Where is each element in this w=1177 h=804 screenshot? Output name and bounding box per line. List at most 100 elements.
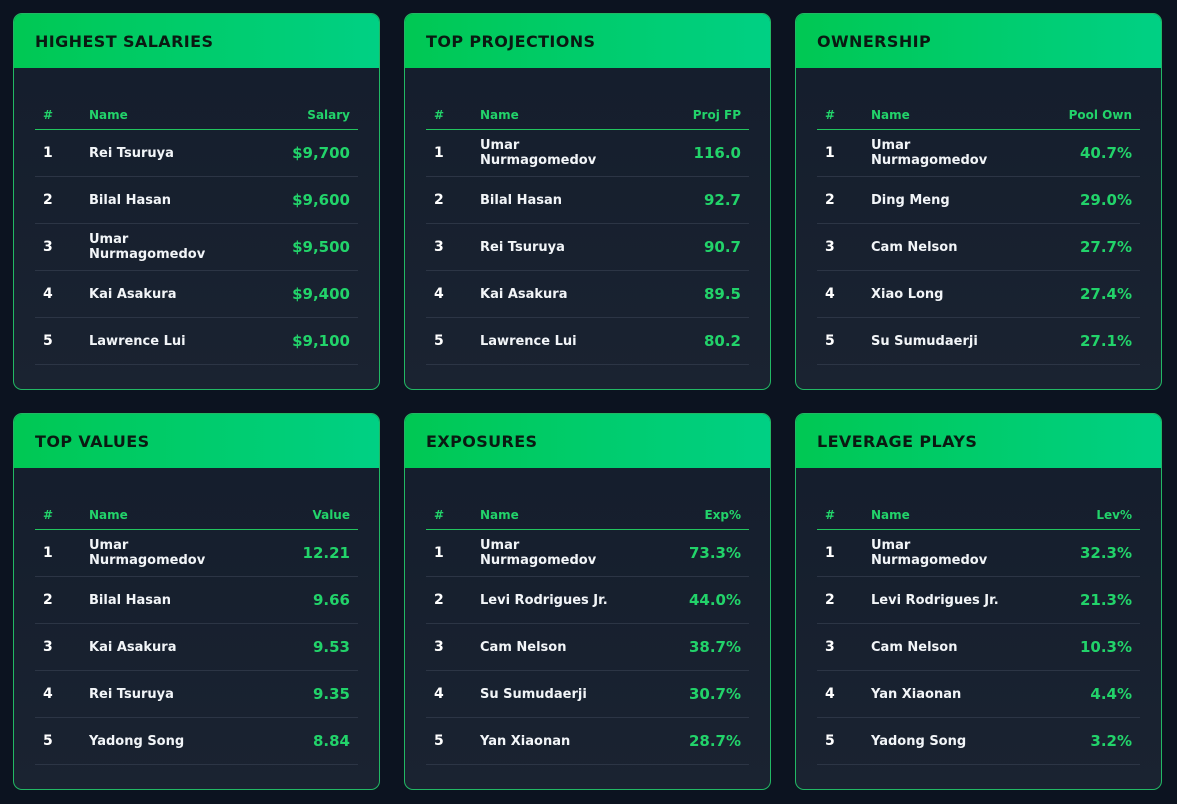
column-header-value: Salary bbox=[307, 108, 350, 122]
column-header-rank: # bbox=[434, 108, 445, 122]
row-value: 80.2 bbox=[703, 332, 741, 350]
column-header-value: Exp% bbox=[704, 508, 741, 522]
row-value: 28.7% bbox=[688, 732, 741, 750]
row-name: Su Sumudaerji bbox=[480, 686, 587, 702]
column-header-rank: # bbox=[43, 508, 54, 522]
panel-highest-salaries: HIGHEST SALARIES # Name Salary 1 Rei Tsu… bbox=[13, 13, 380, 390]
panel-title: TOP VALUES bbox=[35, 431, 150, 451]
table-row: 1 Umar Nurmagomedov 116.0 bbox=[426, 130, 749, 177]
panel-header: HIGHEST SALARIES bbox=[14, 14, 379, 68]
table-header: # Name Exp% bbox=[426, 501, 749, 530]
row-name: Kai Asakura bbox=[480, 286, 568, 302]
row-name: Xiao Long bbox=[871, 286, 944, 302]
row-name: Yan Xiaonan bbox=[480, 733, 571, 749]
row-rank: 1 bbox=[434, 145, 444, 161]
column-header-rank: # bbox=[43, 108, 54, 122]
panel-ownership: OWNERSHIP # Name Pool Own 1 Umar Nurmago… bbox=[795, 13, 1162, 390]
row-name: Rei Tsuruya bbox=[480, 239, 565, 255]
row-value: 38.7% bbox=[688, 638, 741, 656]
table-row: 1 Umar Nurmagomedov 12.21 bbox=[35, 530, 358, 577]
row-rank: 1 bbox=[434, 545, 444, 561]
table-row: 4 Rei Tsuruya 9.35 bbox=[35, 671, 358, 718]
row-value: 73.3% bbox=[688, 544, 741, 562]
table-header: # Name Lev% bbox=[817, 501, 1140, 530]
row-value: 9.35 bbox=[312, 685, 350, 703]
row-value: 9.66 bbox=[312, 591, 350, 609]
column-header-name: Name bbox=[89, 108, 128, 122]
table-row: 5 Lawrence Lui $9,100 bbox=[35, 318, 358, 365]
row-value: 27.7% bbox=[1079, 238, 1132, 256]
table-row: 3 Cam Nelson 10.3% bbox=[817, 624, 1140, 671]
row-value: 32.3% bbox=[1079, 544, 1132, 562]
table-row: 1 Umar Nurmagomedov 73.3% bbox=[426, 530, 749, 577]
table-row: 2 Bilal Hasan 92.7 bbox=[426, 177, 749, 224]
column-header-name: Name bbox=[871, 508, 910, 522]
table-row: 1 Umar Nurmagomedov 32.3% bbox=[817, 530, 1140, 577]
row-rank: 1 bbox=[825, 545, 835, 561]
row-rank: 5 bbox=[43, 733, 53, 749]
table-row: 5 Yadong Song 8.84 bbox=[35, 718, 358, 765]
data-table: # Name Pool Own 1 Umar Nurmagomedov 40.7… bbox=[817, 101, 1140, 365]
row-name: Umar Nurmagomedov bbox=[89, 538, 206, 568]
row-value: 30.7% bbox=[688, 685, 741, 703]
row-rank: 2 bbox=[43, 592, 53, 608]
row-name: Yadong Song bbox=[871, 733, 967, 749]
table-row: 2 Levi Rodrigues Jr. 21.3% bbox=[817, 577, 1140, 624]
column-header-name: Name bbox=[89, 508, 128, 522]
column-header-name: Name bbox=[480, 108, 519, 122]
row-name: Lawrence Lui bbox=[480, 333, 577, 349]
row-value: 8.84 bbox=[312, 732, 350, 750]
data-table: # Name Proj FP 1 Umar Nurmagomedov 116.0… bbox=[426, 101, 749, 365]
panel-title: HIGHEST SALARIES bbox=[35, 31, 214, 51]
row-rank: 3 bbox=[434, 239, 444, 255]
row-name: Su Sumudaerji bbox=[871, 333, 978, 349]
table-row: 3 Umar Nurmagomedov $9,500 bbox=[35, 224, 358, 271]
row-name: Cam Nelson bbox=[480, 639, 567, 655]
row-name: Cam Nelson bbox=[871, 639, 958, 655]
table-row: 3 Cam Nelson 27.7% bbox=[817, 224, 1140, 271]
data-table: # Name Exp% 1 Umar Nurmagomedov 73.3% 2 … bbox=[426, 501, 749, 765]
panel-header: TOP PROJECTIONS bbox=[405, 14, 770, 68]
row-name: Bilal Hasan bbox=[480, 192, 562, 208]
table-row: 3 Cam Nelson 38.7% bbox=[426, 624, 749, 671]
panel-leverage-plays: LEVERAGE PLAYS # Name Lev% 1 Umar Nurmag… bbox=[795, 413, 1162, 790]
row-rank: 5 bbox=[825, 733, 835, 749]
table-row: 5 Lawrence Lui 80.2 bbox=[426, 318, 749, 365]
row-value: 27.4% bbox=[1079, 285, 1132, 303]
row-rank: 1 bbox=[43, 545, 53, 561]
row-value: $9,400 bbox=[292, 285, 350, 303]
row-rank: 2 bbox=[434, 192, 444, 208]
row-rank: 4 bbox=[434, 686, 444, 702]
row-rank: 4 bbox=[825, 286, 835, 302]
row-name: Levi Rodrigues Jr. bbox=[871, 592, 999, 608]
row-value: 40.7% bbox=[1079, 144, 1132, 162]
table-row: 5 Su Sumudaerji 27.1% bbox=[817, 318, 1140, 365]
table-row: 4 Yan Xiaonan 4.4% bbox=[817, 671, 1140, 718]
table-row: 2 Ding Meng 29.0% bbox=[817, 177, 1140, 224]
column-header-name: Name bbox=[871, 108, 910, 122]
row-rank: 2 bbox=[434, 592, 444, 608]
row-rank: 4 bbox=[825, 686, 835, 702]
row-rank: 4 bbox=[43, 286, 53, 302]
row-name: Umar Nurmagomedov bbox=[89, 232, 206, 262]
table-row: 2 Bilal Hasan 9.66 bbox=[35, 577, 358, 624]
data-table: # Name Value 1 Umar Nurmagomedov 12.21 2… bbox=[35, 501, 358, 765]
row-value: 44.0% bbox=[688, 591, 741, 609]
table-row: 4 Su Sumudaerji 30.7% bbox=[426, 671, 749, 718]
column-header-name: Name bbox=[480, 508, 519, 522]
row-name: Ding Meng bbox=[871, 192, 950, 208]
row-name: Bilal Hasan bbox=[89, 592, 171, 608]
row-name: Yan Xiaonan bbox=[871, 686, 962, 702]
row-rank: 3 bbox=[43, 239, 53, 255]
table-row: 2 Bilal Hasan $9,600 bbox=[35, 177, 358, 224]
table-row: 3 Kai Asakura 9.53 bbox=[35, 624, 358, 671]
table-header: # Name Value bbox=[35, 501, 358, 530]
table-header: # Name Pool Own bbox=[817, 101, 1140, 130]
row-name: Umar Nurmagomedov bbox=[480, 138, 597, 168]
row-name: Cam Nelson bbox=[871, 239, 958, 255]
row-rank: 1 bbox=[825, 145, 835, 161]
row-value: $9,600 bbox=[292, 191, 350, 209]
table-row: 1 Umar Nurmagomedov 40.7% bbox=[817, 130, 1140, 177]
panel-top-values: TOP VALUES # Name Value 1 Umar Nurmagome… bbox=[13, 413, 380, 790]
row-value: 29.0% bbox=[1079, 191, 1132, 209]
